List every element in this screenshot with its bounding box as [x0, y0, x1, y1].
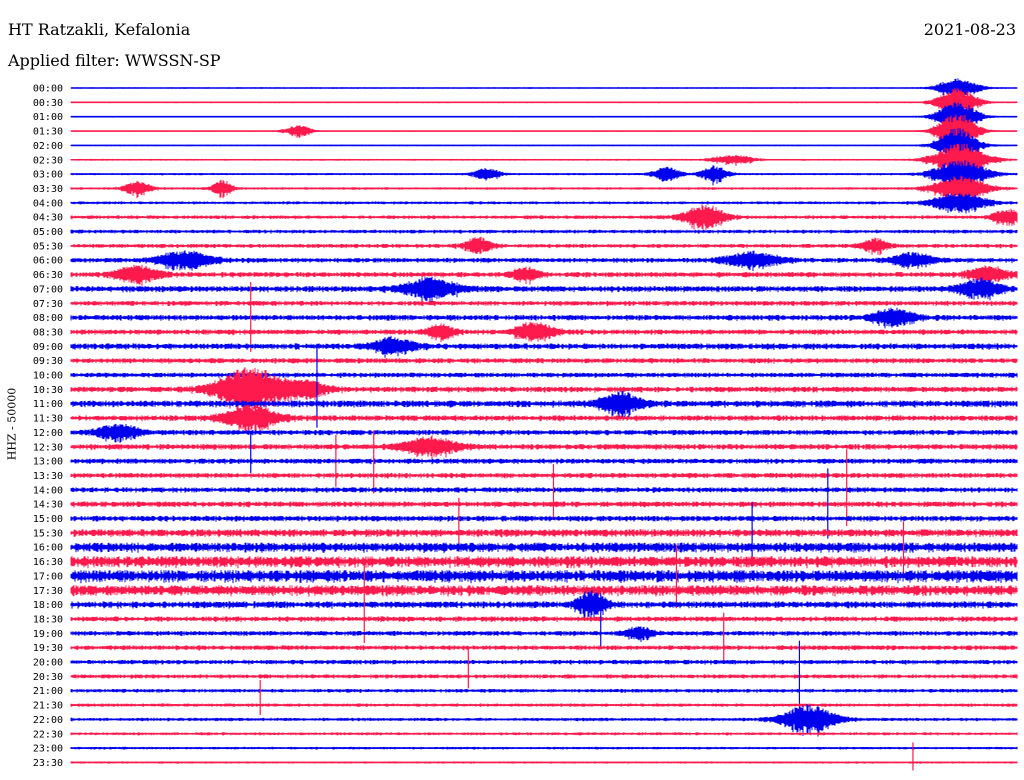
time-label: 07:00	[33, 284, 63, 295]
trace-19:00	[70, 626, 1018, 642]
time-label: 19:30	[33, 643, 63, 654]
time-label: 20:00	[33, 658, 63, 669]
time-label: 00:00	[33, 84, 63, 95]
time-label: 13:30	[33, 471, 63, 482]
time-label: 13:00	[33, 457, 63, 468]
time-label: 21:00	[33, 686, 63, 697]
time-label: 10:00	[33, 371, 63, 382]
time-label: 18:00	[33, 600, 63, 611]
time-label: 09:00	[33, 342, 63, 353]
time-label-group: 00:00 00:30 01:00 01:30 02:00 02:30 03:00 03:30…	[33, 84, 63, 769]
time-label: 19:00	[33, 629, 63, 640]
date-label: 2021-08-23	[923, 20, 1016, 39]
time-label: 23:30	[33, 758, 63, 769]
time-label: 02:30	[33, 155, 63, 166]
time-label: 08:00	[33, 313, 63, 324]
filter-label: Applied filter: WWSSN-SP	[8, 51, 221, 70]
trace-11:30	[70, 404, 1018, 434]
trace-00:30	[70, 88, 1018, 120]
time-label: 07:30	[33, 299, 63, 310]
time-label: 01:30	[33, 127, 63, 138]
trace-12:30	[70, 435, 1018, 462]
time-label: 14:00	[33, 485, 63, 496]
time-label: 17:30	[33, 586, 63, 597]
time-label: 21:30	[33, 701, 63, 712]
time-label: 08:30	[33, 327, 63, 338]
trace-22:00	[70, 704, 1018, 737]
time-label: 11:00	[33, 399, 63, 410]
time-label: 15:30	[33, 528, 63, 539]
time-label: 11:30	[33, 414, 63, 425]
time-label: 12:30	[33, 442, 63, 453]
time-label: 23:00	[33, 744, 63, 755]
time-label: 03:00	[33, 170, 63, 181]
time-label: 04:00	[33, 198, 63, 209]
time-label: 15:00	[33, 514, 63, 525]
time-label: 16:00	[33, 543, 63, 554]
time-label: 20:30	[33, 672, 63, 683]
time-label: 00:30	[33, 98, 63, 109]
time-label: 04:30	[33, 213, 63, 224]
time-label: 06:00	[33, 256, 63, 267]
time-label: 22:00	[33, 715, 63, 726]
time-label: 02:00	[33, 141, 63, 152]
trace-group	[70, 78, 1018, 771]
time-label: 10:30	[33, 385, 63, 396]
time-label: 17:00	[33, 571, 63, 582]
trace-07:00	[70, 277, 1018, 303]
time-label: 01:00	[33, 112, 63, 123]
time-label: 12:00	[33, 428, 63, 439]
time-label: 03:30	[33, 184, 63, 195]
trace-12:00	[70, 423, 1018, 443]
time-label: 14:30	[33, 500, 63, 511]
time-label: 16:30	[33, 557, 63, 568]
time-label: 22:30	[33, 729, 63, 740]
time-label: 18:30	[33, 614, 63, 625]
trace-01:00	[70, 102, 1018, 135]
time-label: 06:30	[33, 270, 63, 281]
time-label: 09:30	[33, 356, 63, 367]
time-label: 05:00	[33, 227, 63, 238]
time-label: 05:30	[33, 241, 63, 252]
trace-03:30	[70, 175, 1018, 203]
station-title: HT Ratzakli, Kefalonia	[8, 20, 191, 39]
trace-11:00	[70, 391, 1018, 419]
